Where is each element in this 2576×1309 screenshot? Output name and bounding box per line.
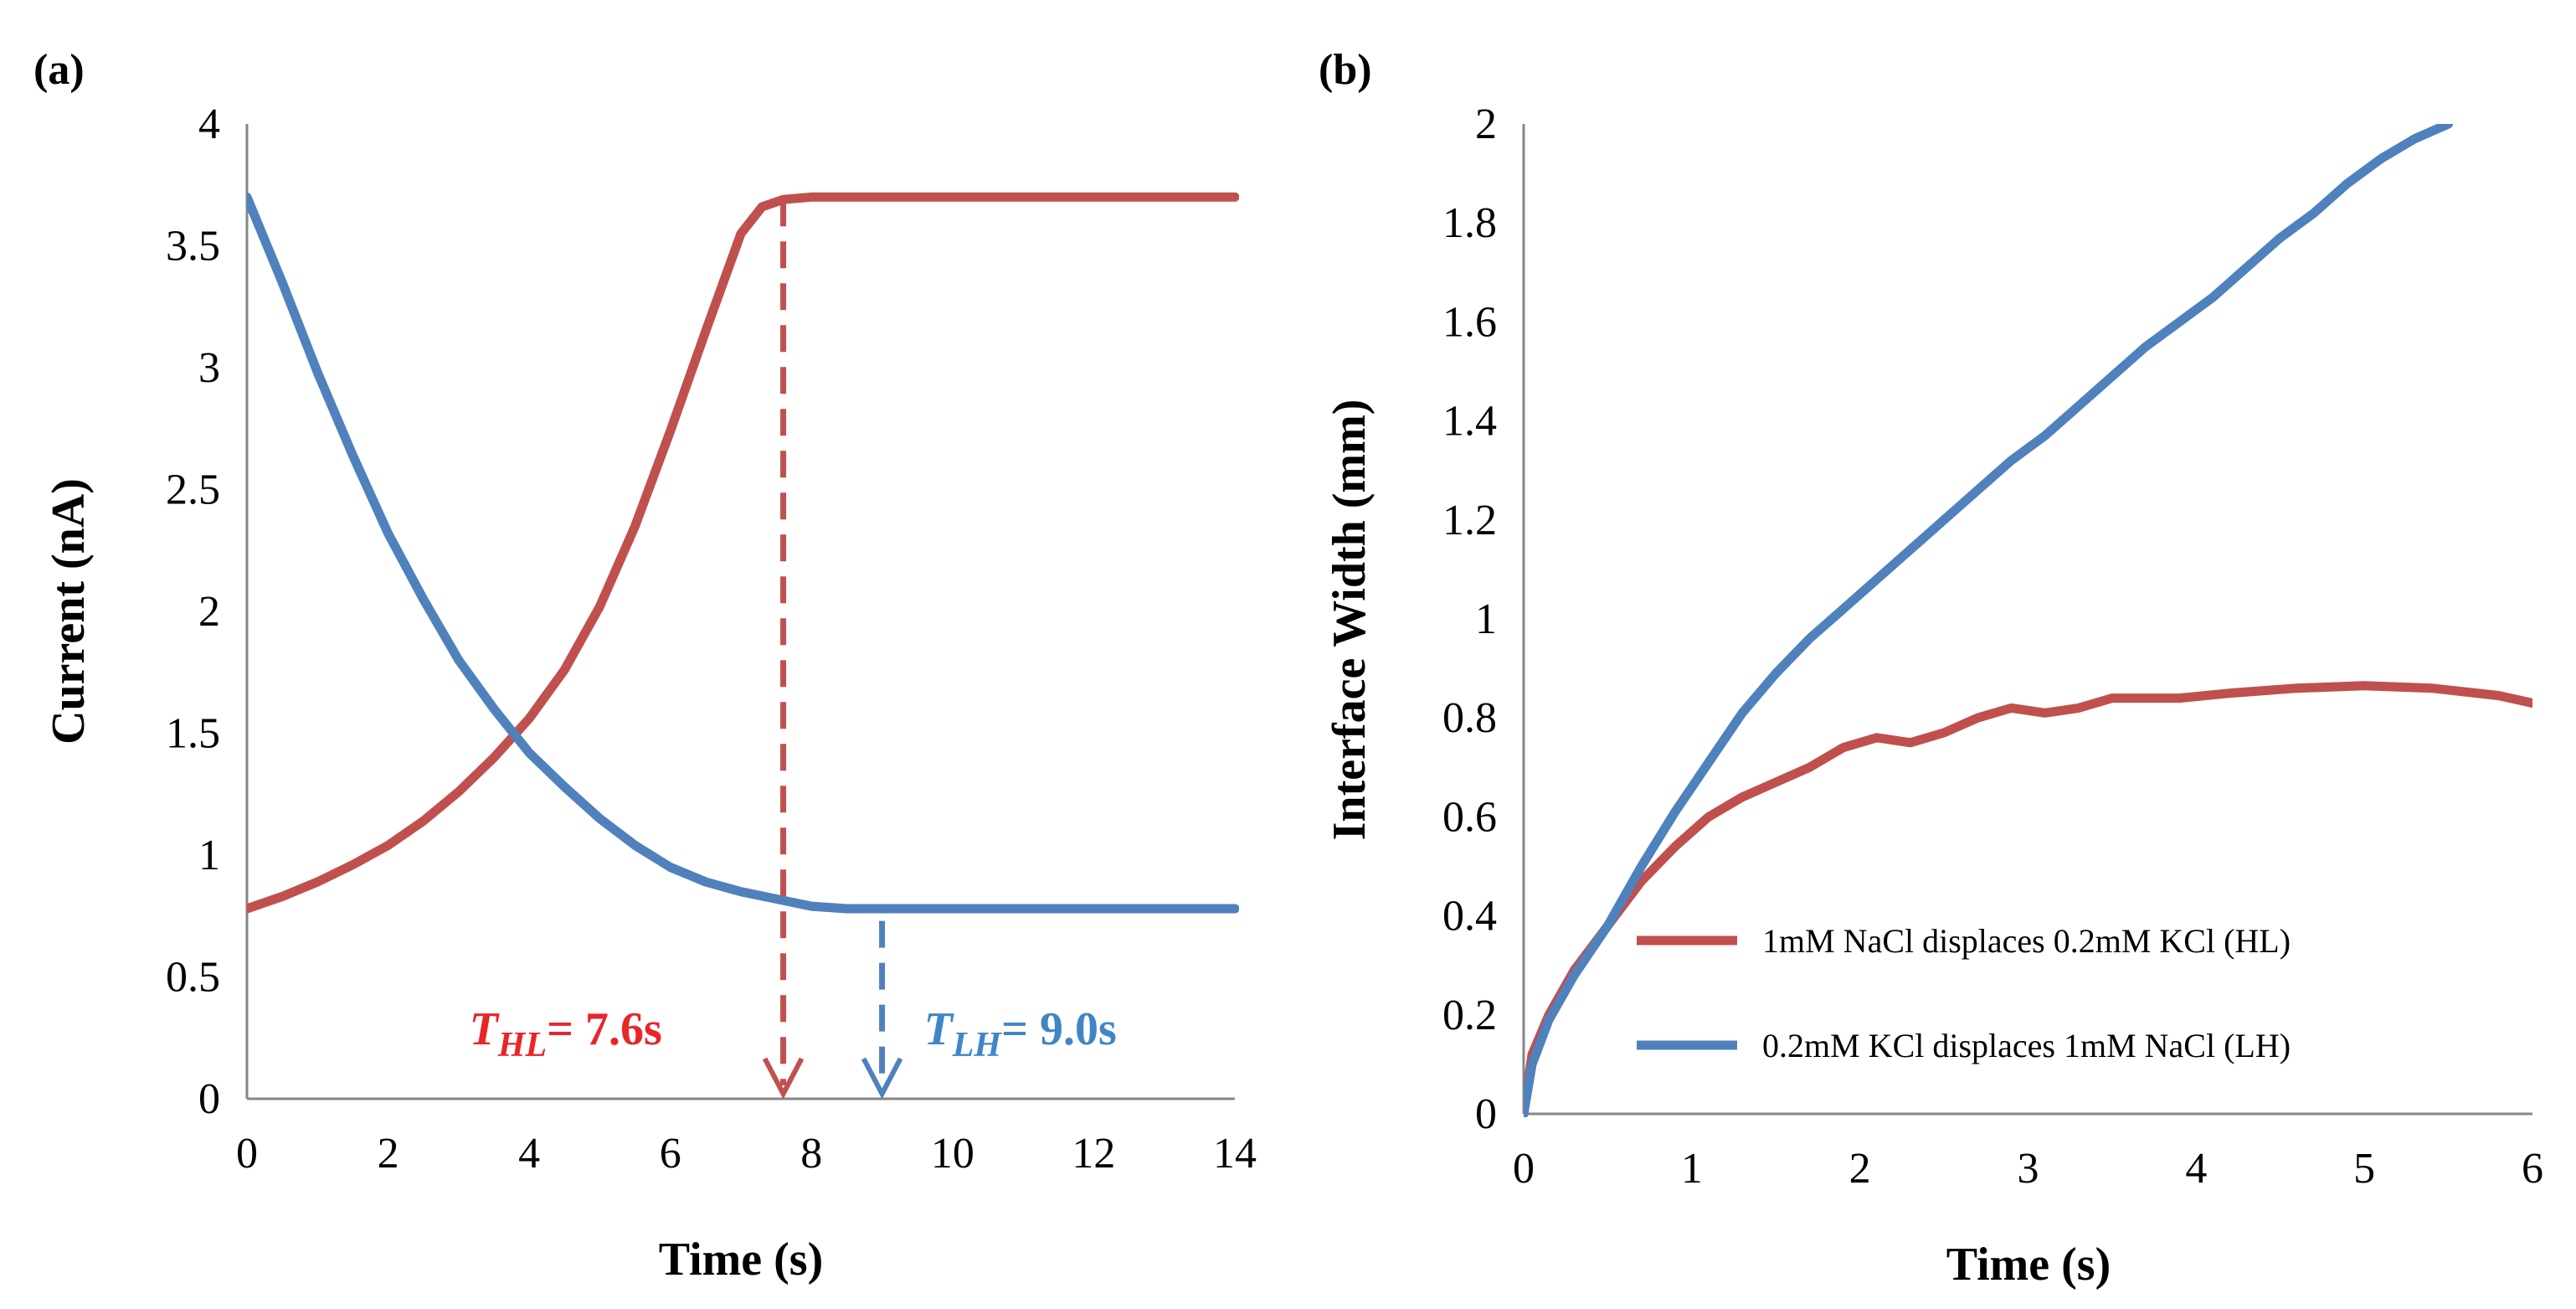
series-line-lh — [247, 192, 1239, 914]
y-tick-label: 3 — [198, 344, 220, 392]
y-tick-label: 0 — [198, 1075, 220, 1123]
x-tick-label: 8 — [800, 1130, 822, 1178]
y-tick-label: 0.8 — [1442, 694, 1497, 742]
panel-label-b: (b) — [1319, 46, 1372, 94]
panel-label-a: (a) — [33, 46, 85, 94]
annotation-arrowhead-lh — [861, 1057, 903, 1100]
y-tick-label: 0.5 — [166, 954, 220, 1002]
annotation-label-lh: TLH= 9.0s — [924, 1003, 1117, 1064]
series-line-hl — [247, 192, 1239, 914]
y-tick-label: 1.2 — [1442, 497, 1497, 544]
legend-label-lh: 0.2mM KCl displaces 1mM NaCl (LH) — [1762, 1027, 2291, 1064]
x-tick-label: 6 — [660, 1130, 681, 1178]
y-tick-label: 1 — [198, 832, 220, 879]
y-axis-label-b: Interface Width (mm) — [1324, 399, 1375, 841]
x-axis-label-b: Time (s) — [1946, 1239, 2111, 1291]
y-tick-label: 1.5 — [166, 710, 220, 758]
y-tick-label: 2 — [198, 588, 220, 636]
x-tick-label: 0 — [1513, 1145, 1535, 1193]
y-tick-label: 3.5 — [166, 223, 220, 271]
x-tick-label: 0 — [236, 1130, 258, 1178]
y-tick-label: 1.8 — [1442, 199, 1497, 247]
x-tick-label: 6 — [2522, 1145, 2543, 1193]
x-tick-label: 10 — [931, 1130, 974, 1178]
y-tick-label: 2 — [1475, 100, 1497, 148]
y-tick-label: 2.5 — [166, 466, 220, 514]
x-tick-label: 14 — [1213, 1130, 1257, 1178]
x-tick-label: 2 — [378, 1130, 399, 1178]
x-tick-label: 5 — [2353, 1145, 2375, 1193]
annotation-arrowhead-hl — [762, 1057, 805, 1100]
legend-b: 1mM NaCl displaces 0.2mM KCl (HL) 0.2mM … — [1637, 922, 2291, 1064]
series-line-0-2mm-kcl-displaces-1mm-nacl-lh- — [1524, 124, 2454, 1117]
x-tick-label: 4 — [2185, 1145, 2207, 1193]
y-axis-label-a: Current (nA) — [43, 478, 95, 745]
x-tick-label: 3 — [2018, 1145, 2039, 1193]
y-tick-label: 0.6 — [1442, 793, 1497, 841]
x-tick-label: 12 — [1072, 1130, 1115, 1178]
y-tick-label: 1.6 — [1442, 298, 1497, 346]
y-tick-label: 1.4 — [1442, 398, 1497, 446]
y-tick-label: 0 — [1475, 1090, 1497, 1138]
x-axis-label-a: Time (s) — [659, 1234, 824, 1286]
chart-a: (a) 0 0.5 1 1.5 2 2.5 3 3.5 4 0 2 4 6 8 10 12 14 THL= 7… — [33, 46, 1257, 1286]
y-tick-label: 4 — [198, 100, 220, 148]
annotation-label-hl: THL= 7.6s — [470, 1003, 662, 1064]
x-tick-label: 2 — [1849, 1145, 1871, 1193]
y-tick-label: 0.2 — [1442, 992, 1497, 1039]
x-tick-label: 4 — [518, 1130, 540, 1178]
y-tick-label: 0.4 — [1442, 893, 1497, 941]
x-tick-label: 1 — [1681, 1145, 1703, 1193]
y-tick-label: 1 — [1475, 595, 1497, 643]
legend-label-hl: 1mM NaCl displaces 0.2mM KCl (HL) — [1762, 922, 2291, 960]
